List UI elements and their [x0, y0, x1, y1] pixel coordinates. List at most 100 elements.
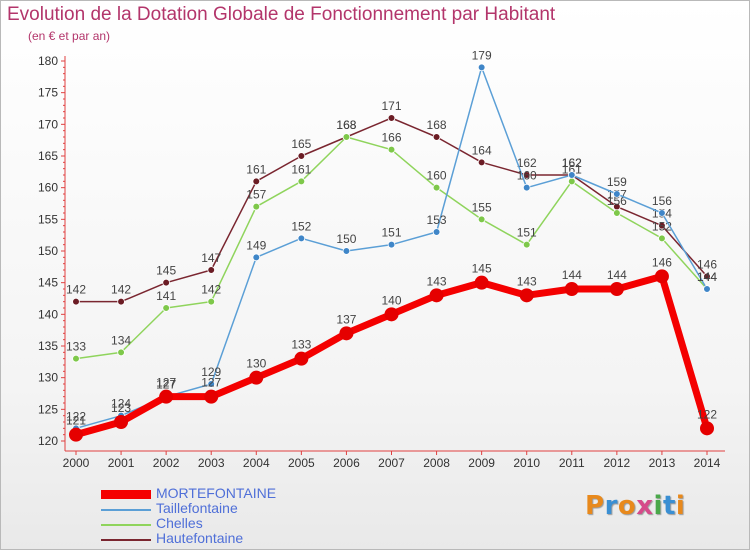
- data-label-mortefontaine: 144: [607, 268, 627, 282]
- logo-letter: P: [585, 491, 605, 521]
- y-tick-label: 175: [38, 86, 58, 100]
- data-point-chelles: [342, 133, 351, 141]
- data-label-taillefontaine: 162: [562, 156, 582, 170]
- legend-swatch-mortefontaine: [101, 490, 151, 499]
- data-point-chelles: [387, 145, 396, 154]
- data-label-taillefontaine: 156: [652, 194, 672, 208]
- data-label-hautefontaine: 165: [291, 137, 311, 151]
- data-label-hautefontaine: 164: [472, 143, 492, 157]
- data-point-taillefontaine: [567, 171, 576, 179]
- data-label-chelles: 168: [336, 118, 356, 132]
- x-tick-label: 2008: [423, 456, 450, 470]
- data-label-mortefontaine: 127: [156, 376, 176, 390]
- data-label-taillefontaine: 159: [607, 175, 627, 189]
- data-point-mortefontaine: [294, 351, 309, 366]
- data-point-hautefontaine: [387, 114, 396, 122]
- data-point-mortefontaine: [249, 370, 264, 385]
- data-point-hautefontaine: [252, 177, 261, 186]
- data-label-chelles: 133: [66, 340, 86, 354]
- data-label-chelles: 160: [427, 169, 447, 183]
- y-tick-label: 135: [38, 339, 58, 353]
- data-point-hautefontaine: [522, 171, 531, 179]
- data-label-mortefontaine: 121: [66, 414, 86, 428]
- data-point-hautefontaine: [117, 297, 125, 306]
- data-point-mortefontaine: [700, 421, 714, 436]
- data-label-mortefontaine: 130: [246, 357, 266, 371]
- data-point-taillefontaine: [613, 190, 621, 198]
- data-label-mortefontaine: 123: [111, 401, 131, 415]
- data-label-mortefontaine: 143: [517, 274, 537, 288]
- data-point-mortefontaine: [339, 326, 354, 341]
- x-tick-label: 2010: [513, 456, 540, 470]
- data-label-chelles: 156: [607, 194, 627, 208]
- data-point-mortefontaine: [564, 282, 579, 296]
- y-tick-label: 165: [38, 149, 58, 163]
- logo-letter: o: [617, 491, 637, 521]
- data-point-taillefontaine: [432, 228, 441, 236]
- data-label-hautefontaine: 161: [246, 162, 266, 176]
- data-point-chelles: [252, 202, 261, 211]
- data-label-hautefontaine: 168: [427, 118, 447, 132]
- data-label-hautefontaine: 168: [336, 118, 356, 132]
- data-label-chelles: 161: [562, 162, 582, 176]
- legend-label-taillefontaine: Taillefontaine: [156, 500, 238, 516]
- proxiti-logo: Proxiti: [585, 491, 685, 521]
- data-point-hautefontaine: [72, 297, 80, 306]
- data-label-hautefontaine: 146: [697, 257, 717, 271]
- y-tick-label: 170: [38, 117, 58, 131]
- data-label-taillefontaine: 129: [201, 365, 221, 379]
- legend-label-hautefontaine: Hautefontaine: [156, 530, 244, 546]
- data-label-mortefontaine: 127: [201, 376, 221, 390]
- data-point-hautefontaine: [477, 158, 486, 167]
- data-point-mortefontaine: [384, 307, 399, 322]
- data-label-taillefontaine: 124: [111, 397, 131, 411]
- data-point-mortefontaine: [69, 427, 83, 442]
- data-label-chelles: 151: [517, 226, 537, 240]
- data-point-taillefontaine: [522, 183, 531, 192]
- y-tick-label: 180: [38, 54, 58, 68]
- data-label-taillefontaine: 151: [381, 226, 401, 240]
- data-label-chelles: 161: [291, 162, 311, 176]
- x-tick-label: 2014: [694, 456, 721, 470]
- data-label-hautefontaine: 142: [66, 283, 86, 297]
- y-tick-label: 125: [38, 402, 58, 416]
- data-label-hautefontaine: 145: [156, 264, 176, 278]
- data-point-taillefontaine: [342, 247, 351, 255]
- x-tick-label: 2006: [333, 456, 360, 470]
- x-tick-label: 2000: [63, 456, 90, 470]
- data-point-taillefontaine: [658, 209, 666, 217]
- data-point-chelles: [117, 348, 125, 357]
- data-point-chelles: [207, 297, 216, 306]
- x-tick-label: 2009: [468, 456, 495, 470]
- data-label-hautefontaine: 142: [111, 283, 131, 297]
- data-point-mortefontaine: [654, 269, 669, 284]
- data-point-taillefontaine: [297, 234, 306, 243]
- data-label-taillefontaine: 144: [697, 270, 717, 284]
- x-tick-label: 2013: [649, 456, 676, 470]
- data-point-taillefontaine: [252, 253, 261, 262]
- data-point-mortefontaine: [609, 282, 624, 296]
- data-label-taillefontaine: 150: [336, 232, 356, 246]
- data-point-mortefontaine: [114, 415, 129, 429]
- data-label-chelles: 155: [472, 200, 492, 214]
- data-label-mortefontaine: 140: [381, 293, 401, 307]
- data-point-hautefontaine: [703, 272, 711, 281]
- chart-subtitle: (en € et par an): [28, 29, 111, 43]
- x-tick-label: 2001: [108, 456, 135, 470]
- data-label-mortefontaine: 144: [562, 268, 582, 282]
- data-point-chelles: [522, 240, 531, 249]
- data-label-taillefontaine: 153: [427, 213, 447, 227]
- y-tick-label: 140: [38, 307, 58, 321]
- data-label-mortefontaine: 145: [472, 262, 492, 276]
- data-point-hautefontaine: [658, 221, 666, 230]
- data-point-taillefontaine: [703, 285, 711, 293]
- data-point-mortefontaine: [519, 288, 534, 303]
- data-label-chelles: 157: [246, 188, 266, 202]
- data-point-chelles: [72, 354, 80, 363]
- data-point-hautefontaine: [297, 152, 306, 160]
- data-label-mortefontaine: 122: [697, 407, 717, 421]
- data-label-hautefontaine: 162: [562, 156, 582, 170]
- data-label-hautefontaine: 171: [381, 99, 401, 113]
- data-point-hautefontaine: [162, 278, 170, 287]
- y-tick-label: 160: [38, 181, 58, 195]
